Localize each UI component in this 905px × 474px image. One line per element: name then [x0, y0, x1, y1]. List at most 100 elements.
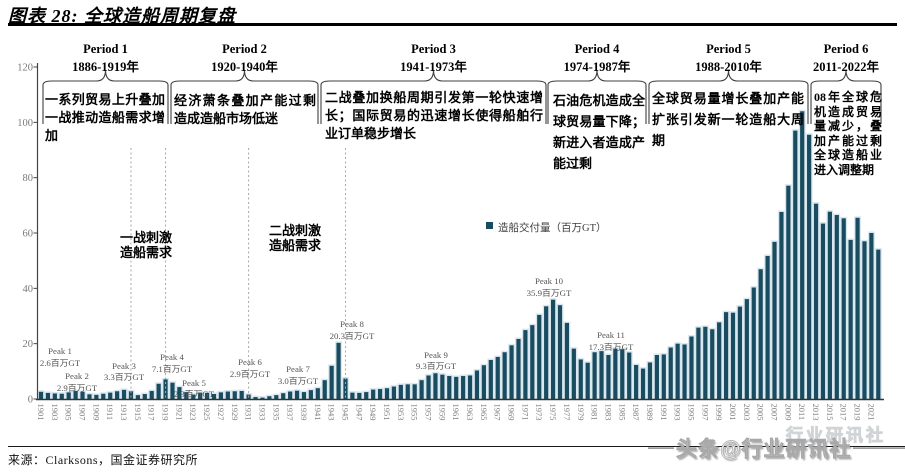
bar-1956: [419, 380, 424, 399]
bar-1957: [426, 375, 431, 399]
bar-1919: [163, 379, 168, 399]
x-tick-label: 1981: [590, 404, 600, 421]
bar-1946: [350, 392, 355, 399]
bar-2011: [800, 111, 805, 400]
x-tick-label: 1995: [686, 404, 696, 421]
peak-label: Peak 3: [112, 361, 136, 371]
bar-1911: [108, 392, 113, 399]
bar-1969: [509, 345, 514, 399]
peak-label: Peak 11: [597, 330, 625, 340]
period-desc-1: 一系列贸易上升叠加一战推动造船需求增加: [45, 92, 165, 143]
bar-1924: [198, 392, 203, 399]
bar-1961: [454, 376, 459, 399]
x-tick-label: 1911: [105, 404, 115, 421]
bar-1951: [384, 388, 390, 399]
bar-2002: [737, 306, 743, 399]
x-tick-label: 1967: [493, 404, 503, 421]
bar-1902: [45, 392, 51, 399]
bar-1910: [101, 393, 106, 399]
x-tick-label: 1975: [548, 404, 558, 421]
period-years-2: 1920-1940年: [211, 60, 278, 74]
bar-1949: [371, 389, 376, 399]
x-tick-label: 2017: [839, 404, 849, 421]
peak-label: Peak 4: [160, 352, 184, 362]
bar-1992: [668, 347, 673, 399]
bar-1953: [398, 384, 403, 399]
bar-1986: [627, 352, 632, 399]
bar-1948: [364, 392, 369, 399]
x-tick-label: 1947: [354, 404, 364, 421]
bar-1934: [267, 396, 272, 399]
x-tick-label: 1915: [133, 404, 143, 421]
bar-2019: [855, 217, 860, 399]
bar-1912: [115, 391, 120, 399]
bar-1901: [38, 391, 44, 399]
bar-1993: [675, 343, 680, 399]
bar-1980: [585, 362, 590, 399]
x-tick-label: 1921: [174, 404, 184, 421]
bar-1947: [357, 392, 362, 399]
peak-label: Peak 7: [286, 364, 310, 374]
watermark: 头条@行业研讯社: [648, 433, 905, 463]
source-note: 来源：Clarksons，国金证券研究所: [8, 453, 199, 467]
peak-label: Peak 6: [238, 357, 262, 367]
x-tick-label: 2013: [811, 404, 821, 421]
bar-1999: [717, 322, 722, 399]
x-tick-label: 1929: [230, 404, 240, 421]
x-tick-label: 1927: [216, 404, 226, 421]
bar-1915: [135, 395, 140, 399]
x-tick-label: 1931: [244, 404, 254, 421]
period-desc-3: 二战叠加换船周期引发第一轮快速增长；国际贸易的迅速增长使得船舶行业订单稳步增长: [325, 90, 543, 141]
x-tick-label: 1923: [188, 404, 198, 421]
bar-1994: [682, 344, 687, 399]
faint-watermark: 行业研讯社: [786, 426, 886, 446]
bar-1930: [239, 390, 244, 399]
x-tick-label: 2001: [728, 404, 738, 421]
bar-2012: [807, 134, 812, 400]
x-tick-label: 1953: [396, 404, 406, 421]
bar-2013: [813, 203, 819, 399]
bar-1938: [294, 390, 300, 399]
bar-1987: [634, 364, 639, 399]
x-tick-label: 1933: [257, 404, 267, 421]
war-annotation-1: 一战刺激 造船需求: [119, 230, 172, 260]
bar-1997: [703, 326, 708, 399]
x-tick-label: 1957: [424, 404, 434, 421]
x-tick-label: 1979: [576, 404, 586, 421]
bar-1973: [537, 314, 542, 399]
bar-1942: [322, 380, 327, 399]
x-tick-label: 1959: [437, 404, 447, 421]
title-underline: [8, 23, 897, 26]
bar-1998: [710, 329, 715, 399]
bar-1960: [447, 376, 452, 399]
peak-value-label: 2.9百万GT: [230, 369, 271, 379]
x-tick-label: 1999: [714, 404, 724, 421]
peak-value-label: 2.9百万GT: [57, 383, 98, 393]
bar-2000: [723, 312, 729, 399]
period-desc-2: 经济萧条叠加产能过剩造成造船市场低迷: [174, 93, 316, 126]
x-tick-label: 1937: [285, 404, 295, 421]
period-years-4: 1974-1987年: [563, 60, 631, 74]
period-brace-2: [170, 69, 319, 124]
period-years-5: 1988-2010年: [695, 60, 762, 74]
bar-2003: [744, 299, 749, 399]
peak-label: Peak 2: [65, 371, 89, 381]
bar-1914: [128, 391, 134, 399]
bar-1982: [599, 351, 604, 399]
bar-1972: [530, 325, 535, 399]
bar-1926: [211, 394, 217, 399]
peak-value-label: 2.3百万GT: [174, 389, 215, 399]
bar-1955: [412, 384, 417, 399]
bar-1988: [640, 368, 646, 399]
bar-1991: [661, 354, 666, 399]
bar-1932: [253, 397, 258, 399]
watermark-text: 头条@行业研讯社: [676, 438, 852, 462]
bar-1939: [301, 392, 307, 399]
peak-value-label: 3.3百万GT: [104, 372, 145, 382]
x-tick-label: 1987: [631, 404, 641, 421]
bar-1941: [315, 388, 320, 399]
x-tick-label: 1907: [78, 404, 88, 421]
period-brace-3: [320, 69, 547, 124]
x-tick-label: 1961: [451, 404, 461, 421]
bar-1905: [66, 392, 71, 399]
